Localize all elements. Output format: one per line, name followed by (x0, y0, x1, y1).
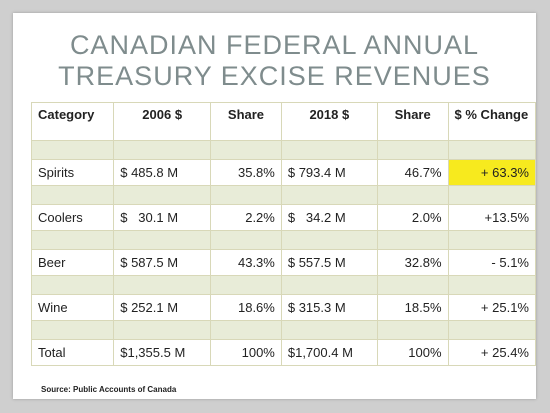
cell-category: Total (30, 339, 115, 366)
table-row: Coolers $ 30.1 M 2.2% $ 34.2 M 2.0% +13.… (30, 204, 537, 231)
excise-revenue-table: Category 2006 $ Share 2018 $ Share $ % C… (30, 102, 537, 366)
cell-category: Coolers (30, 204, 115, 231)
cell-2006-share: 2.2% (210, 204, 282, 231)
header-percent-change: $ % Change (447, 102, 537, 141)
cell-2018-share: 32.8% (376, 249, 449, 276)
cell-2018-share: 2.0% (376, 204, 449, 231)
spacer-row (30, 185, 537, 205)
cell-2018-share: 18.5% (376, 294, 449, 321)
table-row: Wine $ 252.1 M 18.6% $ 315.3 M 18.5% + 2… (30, 294, 537, 321)
header-2018-value: 2018 $ (280, 102, 378, 141)
cell-2018-share: 46.7% (376, 159, 449, 186)
cell-category: Wine (30, 294, 115, 321)
cell-2006-value: $ 30.1 M (113, 204, 212, 231)
cell-2006-share: 35.8% (210, 159, 282, 186)
cell-category: Beer (30, 249, 115, 276)
slide-title: CANADIAN FEDERAL ANNUAL TREASURY EXCISE … (13, 30, 536, 92)
cell-change: +13.5% (447, 204, 537, 231)
cell-2018-value: $ 557.5 M (280, 249, 378, 276)
cell-change: + 25.1% (447, 294, 537, 321)
cell-2006-value: $ 587.5 M (113, 249, 212, 276)
cell-change: - 5.1% (447, 249, 537, 276)
table-row: Spirits $ 485.8 M 35.8% $ 793.4 M 46.7% … (30, 159, 537, 186)
spacer-row (30, 320, 537, 340)
cell-2018-value: $1,700.4 M (280, 339, 378, 366)
cell-2018-value: $ 34.2 M (280, 204, 378, 231)
cell-2006-share: 43.3% (210, 249, 282, 276)
header-2006-share: Share (210, 102, 282, 141)
title-line-1: CANADIAN FEDERAL ANNUAL (69, 30, 480, 60)
cell-2018-value: $ 793.4 M (280, 159, 378, 186)
cell-2006-value: $ 485.8 M (113, 159, 212, 186)
cell-2006-share: 100% (210, 339, 282, 366)
cell-change: + 25.4% (447, 339, 537, 366)
spacer-row (30, 140, 537, 160)
table-row-total: Total $1,355.5 M 100% $1,700.4 M 100% + … (30, 339, 537, 366)
source-note: Source: Public Accounts of Canada (41, 385, 177, 394)
header-category: Category (30, 102, 115, 141)
header-2018-share: Share (376, 102, 449, 141)
title-line-2: TREASURY EXCISE REVENUES (58, 61, 491, 91)
slide: CANADIAN FEDERAL ANNUAL TREASURY EXCISE … (13, 13, 537, 399)
table-header-row: Category 2006 $ Share 2018 $ Share $ % C… (30, 102, 537, 141)
cell-2006-share: 18.6% (210, 294, 282, 321)
cell-2006-value: $ 252.1 M (113, 294, 212, 321)
cell-2006-value: $1,355.5 M (113, 339, 212, 366)
header-2006-value: 2006 $ (113, 102, 212, 141)
cell-change-highlighted: + 63.3% (447, 159, 537, 186)
cell-2018-value: $ 315.3 M (280, 294, 378, 321)
table-row: Beer $ 587.5 M 43.3% $ 557.5 M 32.8% - 5… (30, 249, 537, 276)
cell-2018-share: 100% (376, 339, 449, 366)
spacer-row (30, 275, 537, 295)
spacer-row (30, 230, 537, 250)
cell-category: Spirits (30, 159, 115, 186)
